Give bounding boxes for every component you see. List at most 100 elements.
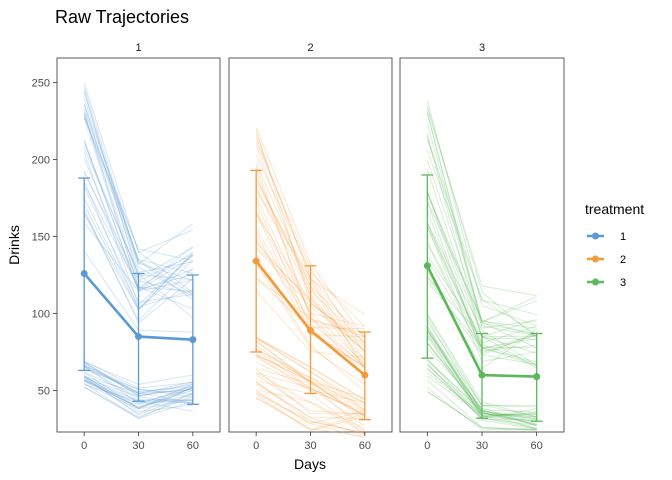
x-tick-label: 0: [424, 440, 430, 452]
legend-key-point: [592, 255, 599, 263]
legend-title: treatment: [585, 201, 644, 217]
legend-entry-label: 2: [620, 254, 626, 266]
raw-trajectory-line: [83, 374, 193, 413]
facet-strip-label: 2: [307, 42, 313, 54]
raw-trajectory-line: [255, 396, 365, 438]
raw-trajectory-line: [426, 192, 537, 337]
legend-entry-1: 1: [587, 231, 626, 243]
raw-trajectory-line: [426, 159, 537, 335]
chart-title: Raw Trajectories: [55, 7, 189, 27]
raw-trajectory-line: [426, 150, 537, 316]
raw-trajectory-line: [427, 390, 537, 431]
raw-trajectory-line: [83, 372, 194, 409]
x-tick-label: 0: [253, 440, 259, 452]
x-tick-label: 60: [359, 440, 371, 452]
raw-trajectory-line: [426, 333, 537, 420]
raw-trajectory-line: [255, 392, 365, 434]
legend-entry-3: 3: [587, 277, 626, 289]
raw-trajectory-line: [83, 386, 193, 420]
raw-trajectory-line: [255, 381, 365, 436]
raw-trajectory-line: [426, 363, 537, 421]
raw-trajectory-line: [426, 112, 537, 329]
raw-trajectory-line: [255, 369, 365, 415]
y-tick-label: 250: [32, 78, 50, 90]
raw-trajectory-line: [255, 374, 365, 415]
raw-trajectory-line: [84, 380, 193, 405]
raw-trajectory-line: [83, 381, 193, 408]
raw-trajectory-line: [255, 392, 365, 439]
y-tick-label: 100: [32, 308, 50, 320]
raw-trajectory-line: [426, 105, 538, 339]
facet-panel-2: 2 0 30 60: [228, 42, 393, 452]
legend-key-point: [592, 278, 599, 286]
mean-point: [533, 373, 541, 381]
legend: treatment 1 2 3: [585, 201, 644, 289]
raw-trajectory-line: [427, 391, 537, 430]
y-axis-label: Drinks: [6, 225, 22, 265]
legend-entry-label: 1: [620, 231, 626, 243]
raw-trajectory-line: [426, 200, 537, 337]
raw-trajectory-line: [83, 375, 193, 410]
legend-key-point: [592, 232, 599, 240]
raw-trajectory-line: [83, 379, 193, 406]
y-tick-label: 200: [32, 155, 50, 167]
raw-trajectory-line: [83, 383, 194, 419]
facet-strip-label: 1: [135, 42, 141, 54]
x-tick-label: 60: [187, 440, 199, 452]
raw-trajectory-line: [83, 83, 193, 253]
mean-point: [135, 333, 142, 341]
raw-trajectory-line: [255, 381, 365, 434]
raw-trajectory-line: [255, 390, 365, 425]
x-tick-label: 60: [531, 440, 543, 452]
raw-trajectory-line: [426, 100, 537, 327]
raw-trajectory-line: [83, 386, 193, 418]
raw-trajectory-line: [426, 139, 537, 336]
facet-panel-3: 30 30 60: [399, 42, 565, 452]
raw-trajectory-line: [426, 363, 537, 430]
x-tick-label: 30: [132, 440, 144, 452]
raw-trajectory-line: [255, 397, 365, 431]
mean-point: [307, 326, 314, 334]
x-tick-label: 0: [81, 440, 87, 452]
y-tick-label: 50: [38, 385, 50, 397]
mean-point: [189, 336, 197, 344]
raw-trajectory-line: [83, 98, 194, 301]
raw-trajectory-line: [83, 376, 193, 416]
y-tick-label: 150: [32, 232, 50, 244]
raw-trajectory-line: [255, 383, 365, 419]
facet-strip-label: 3: [479, 42, 485, 54]
raw-trajectory-line: [83, 379, 193, 409]
raw-trajectory-line: [426, 123, 537, 349]
mean-point: [478, 371, 486, 379]
legend-entry-label: 3: [620, 277, 626, 289]
raw-trajectory-line: [426, 108, 537, 297]
mean-point: [423, 262, 431, 270]
raw-trajectory-line: [83, 115, 193, 281]
legend-entry-2: 2: [587, 254, 626, 266]
raw-trajectory-line: [256, 389, 366, 431]
raw-trajectory-line: [83, 117, 193, 262]
raw-trajectory-line: [426, 134, 537, 323]
raw-trajectory-line: [426, 112, 537, 323]
raw-trajectory-line: [83, 108, 194, 295]
mean-point: [361, 371, 369, 379]
mean-point: [80, 269, 88, 277]
x-axis-label: Days: [294, 456, 326, 472]
raw-trajectory-line: [83, 377, 194, 415]
raw-trajectory-line: [83, 87, 194, 265]
raw-trajectory-line: [255, 127, 366, 339]
x-tick-label: 30: [304, 440, 316, 452]
raw-trajectory-line: [83, 104, 193, 273]
raw-trajectory-line: [83, 104, 194, 293]
raw-trajectory-line: [83, 380, 193, 409]
mean-point: [252, 257, 260, 265]
raw-trajectory-line: [255, 394, 365, 431]
raw-trajectory-line: [83, 111, 193, 274]
facet-panel-1: 1 0 30 60 50 100 150 200 250: [32, 42, 221, 452]
raw-trajectory-line: [426, 222, 537, 366]
raw-trajectory-line: [83, 91, 194, 297]
raw-trajectory-line: [426, 379, 537, 431]
raw-trajectory-line: [426, 387, 537, 431]
